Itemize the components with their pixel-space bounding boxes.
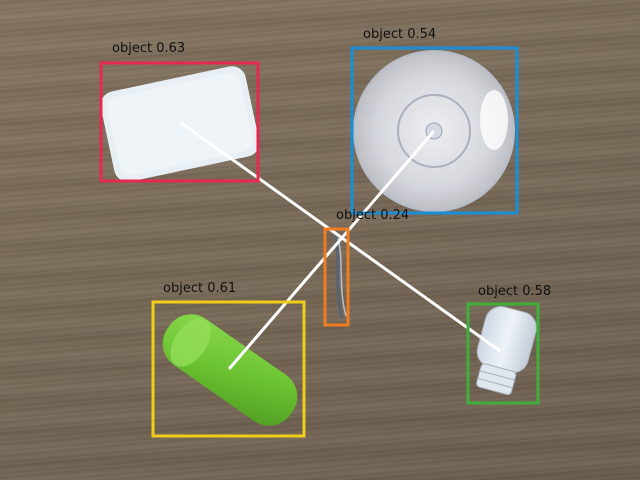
- detection-box: object 0.54: [350, 27, 519, 215]
- detection-box: object 0.58: [466, 284, 551, 405]
- detection-box: object 0.63: [99, 41, 260, 183]
- connector-lines: [179, 120, 501, 370]
- connector-line: [179, 120, 501, 353]
- green-tube-object: [162, 314, 298, 426]
- sponge-object: [100, 66, 260, 182]
- detection-box: object 0.24: [323, 208, 409, 327]
- connector-line: [227, 130, 436, 370]
- bottle-object: [476, 306, 537, 396]
- detection-label: object 0.63: [112, 41, 185, 56]
- detection-label: object 0.54: [363, 27, 436, 42]
- detection-label: object 0.61: [163, 281, 236, 296]
- wire-object: [334, 235, 347, 319]
- detection-label: object 0.58: [478, 284, 551, 299]
- detection-label: object 0.24: [336, 208, 409, 223]
- detection-box: object 0.61: [151, 281, 306, 438]
